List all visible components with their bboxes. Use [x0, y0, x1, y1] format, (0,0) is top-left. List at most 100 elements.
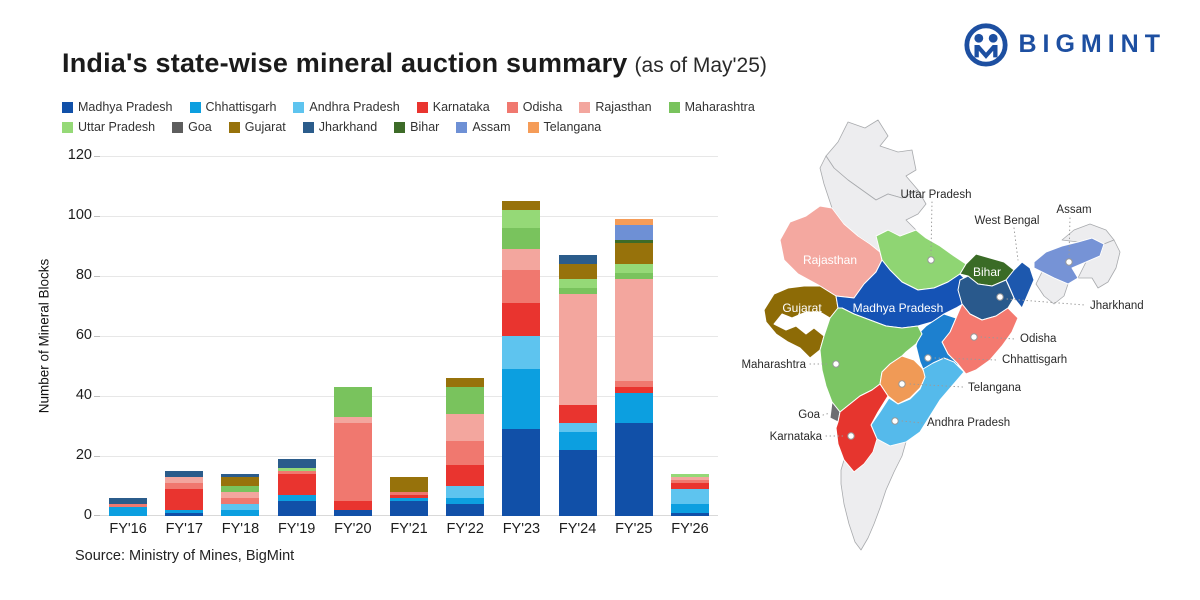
legend-label: Jharkhand [318, 120, 378, 134]
map-marker-maharashtra [832, 360, 840, 368]
gridline-100 [100, 216, 718, 217]
bar-segment-fy-24-uttar-pradesh [558, 279, 597, 288]
legend-item-jharkhand: Jharkhand [302, 120, 378, 134]
legend-label: Assam [472, 120, 511, 134]
leader-uttar-pradesh [930, 201, 933, 255]
bar-segment-fy-20-karnataka [333, 501, 372, 510]
map-marker-andhra-pradesh [891, 417, 899, 425]
legend-swatch-gujarat [228, 121, 240, 133]
bar-segment-fy-25-madhya-pradesh [614, 423, 653, 516]
bar-fy-25 [606, 219, 662, 516]
legend-row: Madhya Pradesh Chhattisgarh Andhra Pradesh… [62, 100, 755, 114]
gridline-60 [100, 336, 718, 337]
bar-fy-24 [550, 255, 606, 516]
bar-segment-fy-18-maharashtra [221, 486, 260, 492]
bar-segment-fy-16-chhattisgarh [109, 507, 148, 516]
legend-label: Odisha [522, 100, 563, 114]
bar-segment-fy-21-gujarat [390, 477, 429, 492]
y-axis-label: Number of Mineral Blocks [36, 258, 52, 414]
y-tick-mark [94, 456, 100, 457]
bar-segment-fy-18-gujarat [221, 477, 260, 486]
bar-segment-fy-19-karnataka [277, 474, 316, 495]
bar-segment-fy-23-odisha [502, 270, 541, 303]
leader-goa [822, 412, 831, 416]
bar-segment-fy-18-odisha [221, 498, 260, 504]
gridline-40 [100, 396, 718, 397]
bar-segment-fy-26-madhya-pradesh [670, 513, 709, 516]
bar-segment-fy-24-karnataka [558, 405, 597, 423]
legend-swatch-odisha [506, 101, 518, 113]
bar-segment-fy-25-karnataka [614, 387, 653, 393]
legend-swatch-chhattisgarh [189, 101, 201, 113]
legend-label: Bihar [410, 120, 440, 134]
y-tick-label-0: 0 [83, 507, 92, 523]
legend-item-bihar: Bihar [394, 120, 439, 134]
y-tick-mark [94, 156, 100, 157]
gridline-80 [100, 276, 718, 277]
bar-fy-16 [100, 498, 156, 516]
bar-segment-fy-24-jharkhand [558, 255, 597, 264]
x-tick-label-fy-23: FY'23 [502, 521, 541, 537]
bar-segment-fy-22-madhya-pradesh [446, 504, 485, 516]
map-label-telangana: Telangana [968, 382, 1022, 394]
x-tick-label-fy-21: FY'21 [390, 521, 428, 537]
x-tick-label-fy-18: FY'18 [221, 521, 260, 537]
plot-area: 0 20 40 60 80 100 120 [68, 147, 718, 523]
x-tick-label-fy-20: FY'20 [334, 521, 372, 537]
bar-fy-20 [325, 387, 381, 516]
map-marker-karnataka [847, 432, 855, 440]
bar-segment-fy-17-karnataka [165, 489, 204, 510]
bar-segment-fy-22-odisha [446, 441, 485, 465]
legend-swatch-goa [172, 121, 184, 133]
bar-segment-fy-26-andhra-pradesh [670, 489, 709, 504]
y-tick-label-120: 120 [67, 147, 92, 163]
legend-swatch-madhya-pradesh [62, 101, 73, 113]
legend-item-chhattisgarh: Chhattisgarh [189, 100, 276, 114]
legend-label: Maharashtra [684, 100, 755, 114]
map-label-jharkhand: Jharkhand [1090, 300, 1144, 312]
bar-fy-18 [212, 474, 268, 516]
map-label-rajasthan: Rajasthan [803, 253, 857, 267]
y-tick-mark [94, 515, 100, 516]
leader-andhra-pradesh [901, 420, 923, 424]
legend-item-andhra-pradesh: Andhra Pradesh [293, 100, 400, 114]
legend-label: Uttar Pradesh [78, 120, 156, 134]
y-tick-label-60: 60 [75, 327, 92, 343]
bar-segment-fy-24-rajasthan [558, 294, 597, 405]
y-tick-label-20: 20 [75, 447, 92, 463]
bar-segment-fy-21-madhya-pradesh [390, 501, 429, 516]
bars-container [100, 156, 718, 516]
leader-odisha [980, 336, 1016, 340]
bar-segment-fy-18-andhra-pradesh [221, 504, 260, 510]
state-telangana [879, 355, 927, 405]
bar-segment-fy-23-gujarat [502, 201, 541, 210]
bar-segment-fy-17-chhattisgarh [165, 510, 204, 513]
bar-segment-fy-23-rajasthan [502, 249, 541, 270]
gridline-20 [100, 456, 718, 457]
legend-swatch-maharashtra [668, 101, 680, 113]
bar-segment-fy-24-gujarat [558, 264, 597, 279]
leader-assam [1068, 217, 1071, 257]
y-tick-mark [94, 276, 100, 277]
y-tick-label-100: 100 [67, 207, 92, 223]
legend-item-madhya-pradesh: Madhya Pradesh [62, 100, 173, 114]
legend-swatch-uttar-pradesh [62, 121, 73, 133]
bar-segment-fy-23-uttar-pradesh [502, 210, 541, 228]
source-note: Source: Ministry of Mines, BigMint [75, 548, 295, 564]
bar-fy-17 [156, 471, 212, 516]
bar-segment-fy-25-gujarat [614, 243, 653, 264]
bar-segment-fy-19-uttar-pradesh [277, 468, 316, 471]
legend-swatch-jharkhand [302, 121, 314, 133]
map-label-assam: Assam [1056, 204, 1091, 216]
x-tick-label-fy-25: FY'25 [615, 521, 653, 537]
bar-segment-fy-25-uttar-pradesh [614, 264, 653, 273]
legend-label: Gujarat [244, 120, 286, 134]
bar-segment-fy-24-maharashtra [558, 288, 597, 294]
bar-segment-fy-19-jharkhand [277, 459, 316, 468]
legend-item-gujarat: Gujarat [228, 120, 286, 134]
bar-segment-fy-21-odisha [390, 492, 429, 495]
legend-swatch-rajasthan [579, 101, 591, 113]
map-label-andhra-pradesh: Andhra Pradesh [927, 417, 1010, 429]
bar-fy-22 [437, 378, 493, 516]
